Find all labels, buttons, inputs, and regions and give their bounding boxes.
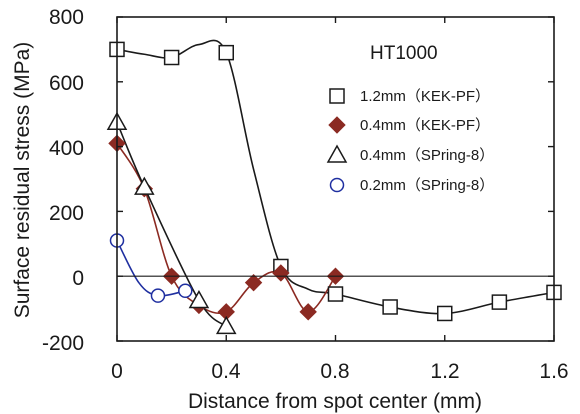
y-tick-label: 800 bbox=[49, 6, 84, 29]
x-tick-label: 0.4 bbox=[211, 360, 241, 383]
x-tick-label: 0.8 bbox=[320, 360, 349, 383]
legend-marker bbox=[329, 88, 345, 104]
legend-label: 0.2mm（SPring-8） bbox=[360, 177, 494, 194]
data-point bbox=[150, 288, 166, 303]
data-point bbox=[382, 299, 398, 315]
y-tick-label: 400 bbox=[49, 137, 84, 160]
x-tick-label: 1.2 bbox=[430, 360, 459, 383]
data-point bbox=[327, 286, 344, 302]
data-point bbox=[218, 44, 234, 61]
x-axis-label: Distance from spot center (mm) bbox=[188, 390, 482, 413]
data-point bbox=[437, 305, 453, 322]
x-tick-label: 1.6 bbox=[539, 360, 568, 383]
data-point bbox=[163, 49, 180, 66]
legend-label: 1.2mm（KEK-PF） bbox=[360, 88, 490, 105]
data-point bbox=[491, 294, 508, 310]
data-point bbox=[188, 289, 210, 309]
series-line bbox=[116, 240, 186, 297]
legend-label: 0.4mm（KEK-PF） bbox=[360, 117, 490, 134]
data-point bbox=[272, 264, 290, 282]
legend-label: 0.4mm（SPring-8） bbox=[360, 147, 494, 164]
y-tick-label: 0 bbox=[72, 267, 84, 290]
x-tick-labels: 0 0.4 0.8 1.2 1.6 bbox=[111, 360, 568, 383]
y-tick-label: 200 bbox=[49, 202, 84, 225]
series-line bbox=[116, 121, 227, 328]
series-markers bbox=[106, 41, 562, 335]
legend-marker bbox=[329, 177, 345, 193]
y-tick-labels: 800 600 400 200 0 -200 bbox=[42, 6, 84, 355]
data-point bbox=[215, 315, 237, 335]
legend-marker bbox=[326, 144, 348, 163]
x-tick-label: 0 bbox=[111, 360, 123, 383]
axis-ticks bbox=[116, 16, 555, 342]
legend: 1.2mm（KEK-PF） 0.4mm（KEK-PF） 0.4mm（SPring… bbox=[360, 88, 494, 194]
chart-title: HT1000 bbox=[370, 43, 438, 64]
data-point bbox=[178, 283, 193, 299]
legend-marker bbox=[328, 116, 346, 134]
legend-markers bbox=[326, 88, 348, 193]
data-point bbox=[244, 273, 263, 292]
data-point bbox=[299, 303, 317, 321]
data-point bbox=[134, 176, 155, 195]
y-tick-label: 600 bbox=[49, 72, 84, 95]
y-axis-label: Surface residual stress (MPa) bbox=[11, 42, 34, 319]
y-tick-label: -200 bbox=[42, 332, 84, 355]
